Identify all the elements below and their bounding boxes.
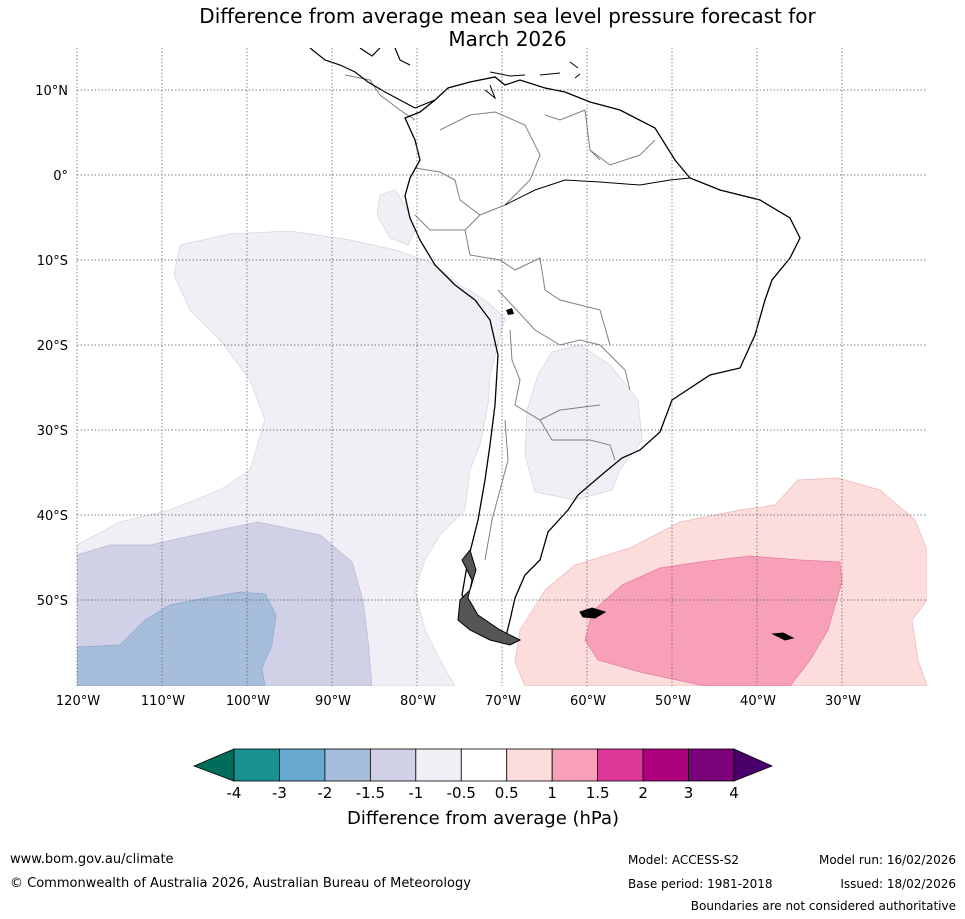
lon-tick-label: 120°W <box>56 694 100 709</box>
colorbar-segment <box>506 748 553 782</box>
colorbar-tick-label: 3 <box>684 784 694 802</box>
lon-tick-label: 60°W <box>570 694 606 709</box>
lon-tick-label: 40°W <box>740 694 776 709</box>
colorbar-tick-label: -1 <box>408 784 423 802</box>
lon-tick-label: 80°W <box>400 694 436 709</box>
atlantic-anomaly-1-to-1.5 <box>584 555 843 686</box>
lat-tick-label: 0° <box>53 169 68 184</box>
lat-tick-label: 10°S <box>37 254 68 269</box>
colorbar-segment <box>551 748 599 782</box>
amazon-river <box>504 177 691 206</box>
lat-tick-label: 30°S <box>37 424 68 439</box>
peru-coast-anomaly-minus-0.5 <box>376 189 416 246</box>
colorbar-tick-label: -3 <box>272 784 287 802</box>
colorbar-tick-label: 0.5 <box>495 784 519 802</box>
colorbar-segment <box>233 748 280 782</box>
footer-copyright: © Commonwealth of Australia 2026, Austra… <box>10 876 471 891</box>
patagonia-archipelago <box>457 548 522 646</box>
lat-tick-label: 50°S <box>37 594 68 609</box>
colorbar-segment <box>597 748 644 782</box>
falkland-islands <box>579 607 607 619</box>
title-line-2: March 2026 <box>448 27 567 51</box>
central-america-coastline <box>309 48 436 109</box>
colorbar-segment <box>688 748 735 782</box>
colorbar-tick-label: -0.5 <box>447 784 476 802</box>
country-borders <box>344 74 656 561</box>
colorbar-segment <box>460 748 508 782</box>
latitude-labels: 10°N 0° 10°S 20°S 30°S 40°S 50°S <box>35 84 68 609</box>
colorbar-tick-label: -4 <box>227 784 242 802</box>
colorbar-segment <box>415 748 462 782</box>
lon-tick-label: 50°W <box>655 694 691 709</box>
colorbar-under-arrow <box>192 748 235 782</box>
colorbar-tick-label: 2 <box>638 784 648 802</box>
lon-tick-label: 110°W <box>141 694 185 709</box>
south-america-coastline <box>404 76 801 641</box>
colorbar-tick-label: -1.5 <box>356 784 385 802</box>
colorbar-segment <box>369 748 417 782</box>
lon-tick-label: 90°W <box>315 694 351 709</box>
footer-model-run: Model run: 16/02/2026 <box>818 853 956 867</box>
colorbar-tick-labels: -4 -3 -2 -1.5 -1 -0.5 0.5 1 1.5 2 3 4 <box>227 784 739 802</box>
lake-titicaca <box>506 308 514 315</box>
lat-tick-label: 20°S <box>37 339 68 354</box>
colorbar-segment <box>279 748 326 782</box>
pacific-anomaly-minus-1.5-to-minus-2 <box>77 591 277 686</box>
colorbar-tick-label: -2 <box>317 784 332 802</box>
lat-tick-label: 10°N <box>35 84 68 99</box>
south-georgia-island <box>771 632 795 641</box>
lon-tick-label: 70°W <box>485 694 521 709</box>
footer-disclaimer: Boundaries are not considered authoritat… <box>690 899 956 913</box>
colorbar-tick-label: 4 <box>729 784 739 802</box>
colorbar-segment <box>324 748 371 782</box>
lon-tick-label: 100°W <box>226 694 270 709</box>
footer-base-period: Base period: 1981-2018 <box>628 877 773 891</box>
map-title: Difference from average mean sea level p… <box>0 5 965 51</box>
footer-model: Model: ACCESS-S2 <box>628 853 740 867</box>
lon-tick-label: 30°W <box>825 694 861 709</box>
colorbar-tick-label: 1.5 <box>586 784 610 802</box>
footer-issued: Issued: 18/02/2026 <box>840 877 956 891</box>
colorbar-title: Difference from average (hPa) <box>347 808 619 829</box>
colorbar-segments <box>233 748 735 782</box>
longitude-labels: 120°W 110°W 100°W 90°W 80°W 70°W 60°W 50… <box>56 694 861 709</box>
colorbar-segment <box>642 748 689 782</box>
pressure-anomaly-map: 10°N 0° 10°S 20°S 30°S 40°S 50°S 120°W 1… <box>35 48 927 709</box>
colorbar-over-arrow <box>733 748 774 782</box>
lat-tick-label: 40°S <box>37 509 68 524</box>
title-line-1: Difference from average mean sea level p… <box>199 4 816 28</box>
la-plata-anomaly-minus-0.5-to-minus-1 <box>524 344 643 501</box>
colorbar-tick-label: 1 <box>547 784 557 802</box>
map-gridlines <box>76 48 927 686</box>
footer-website[interactable]: www.bom.gov.au/climate <box>10 852 174 867</box>
caribbean-islands <box>484 61 581 100</box>
